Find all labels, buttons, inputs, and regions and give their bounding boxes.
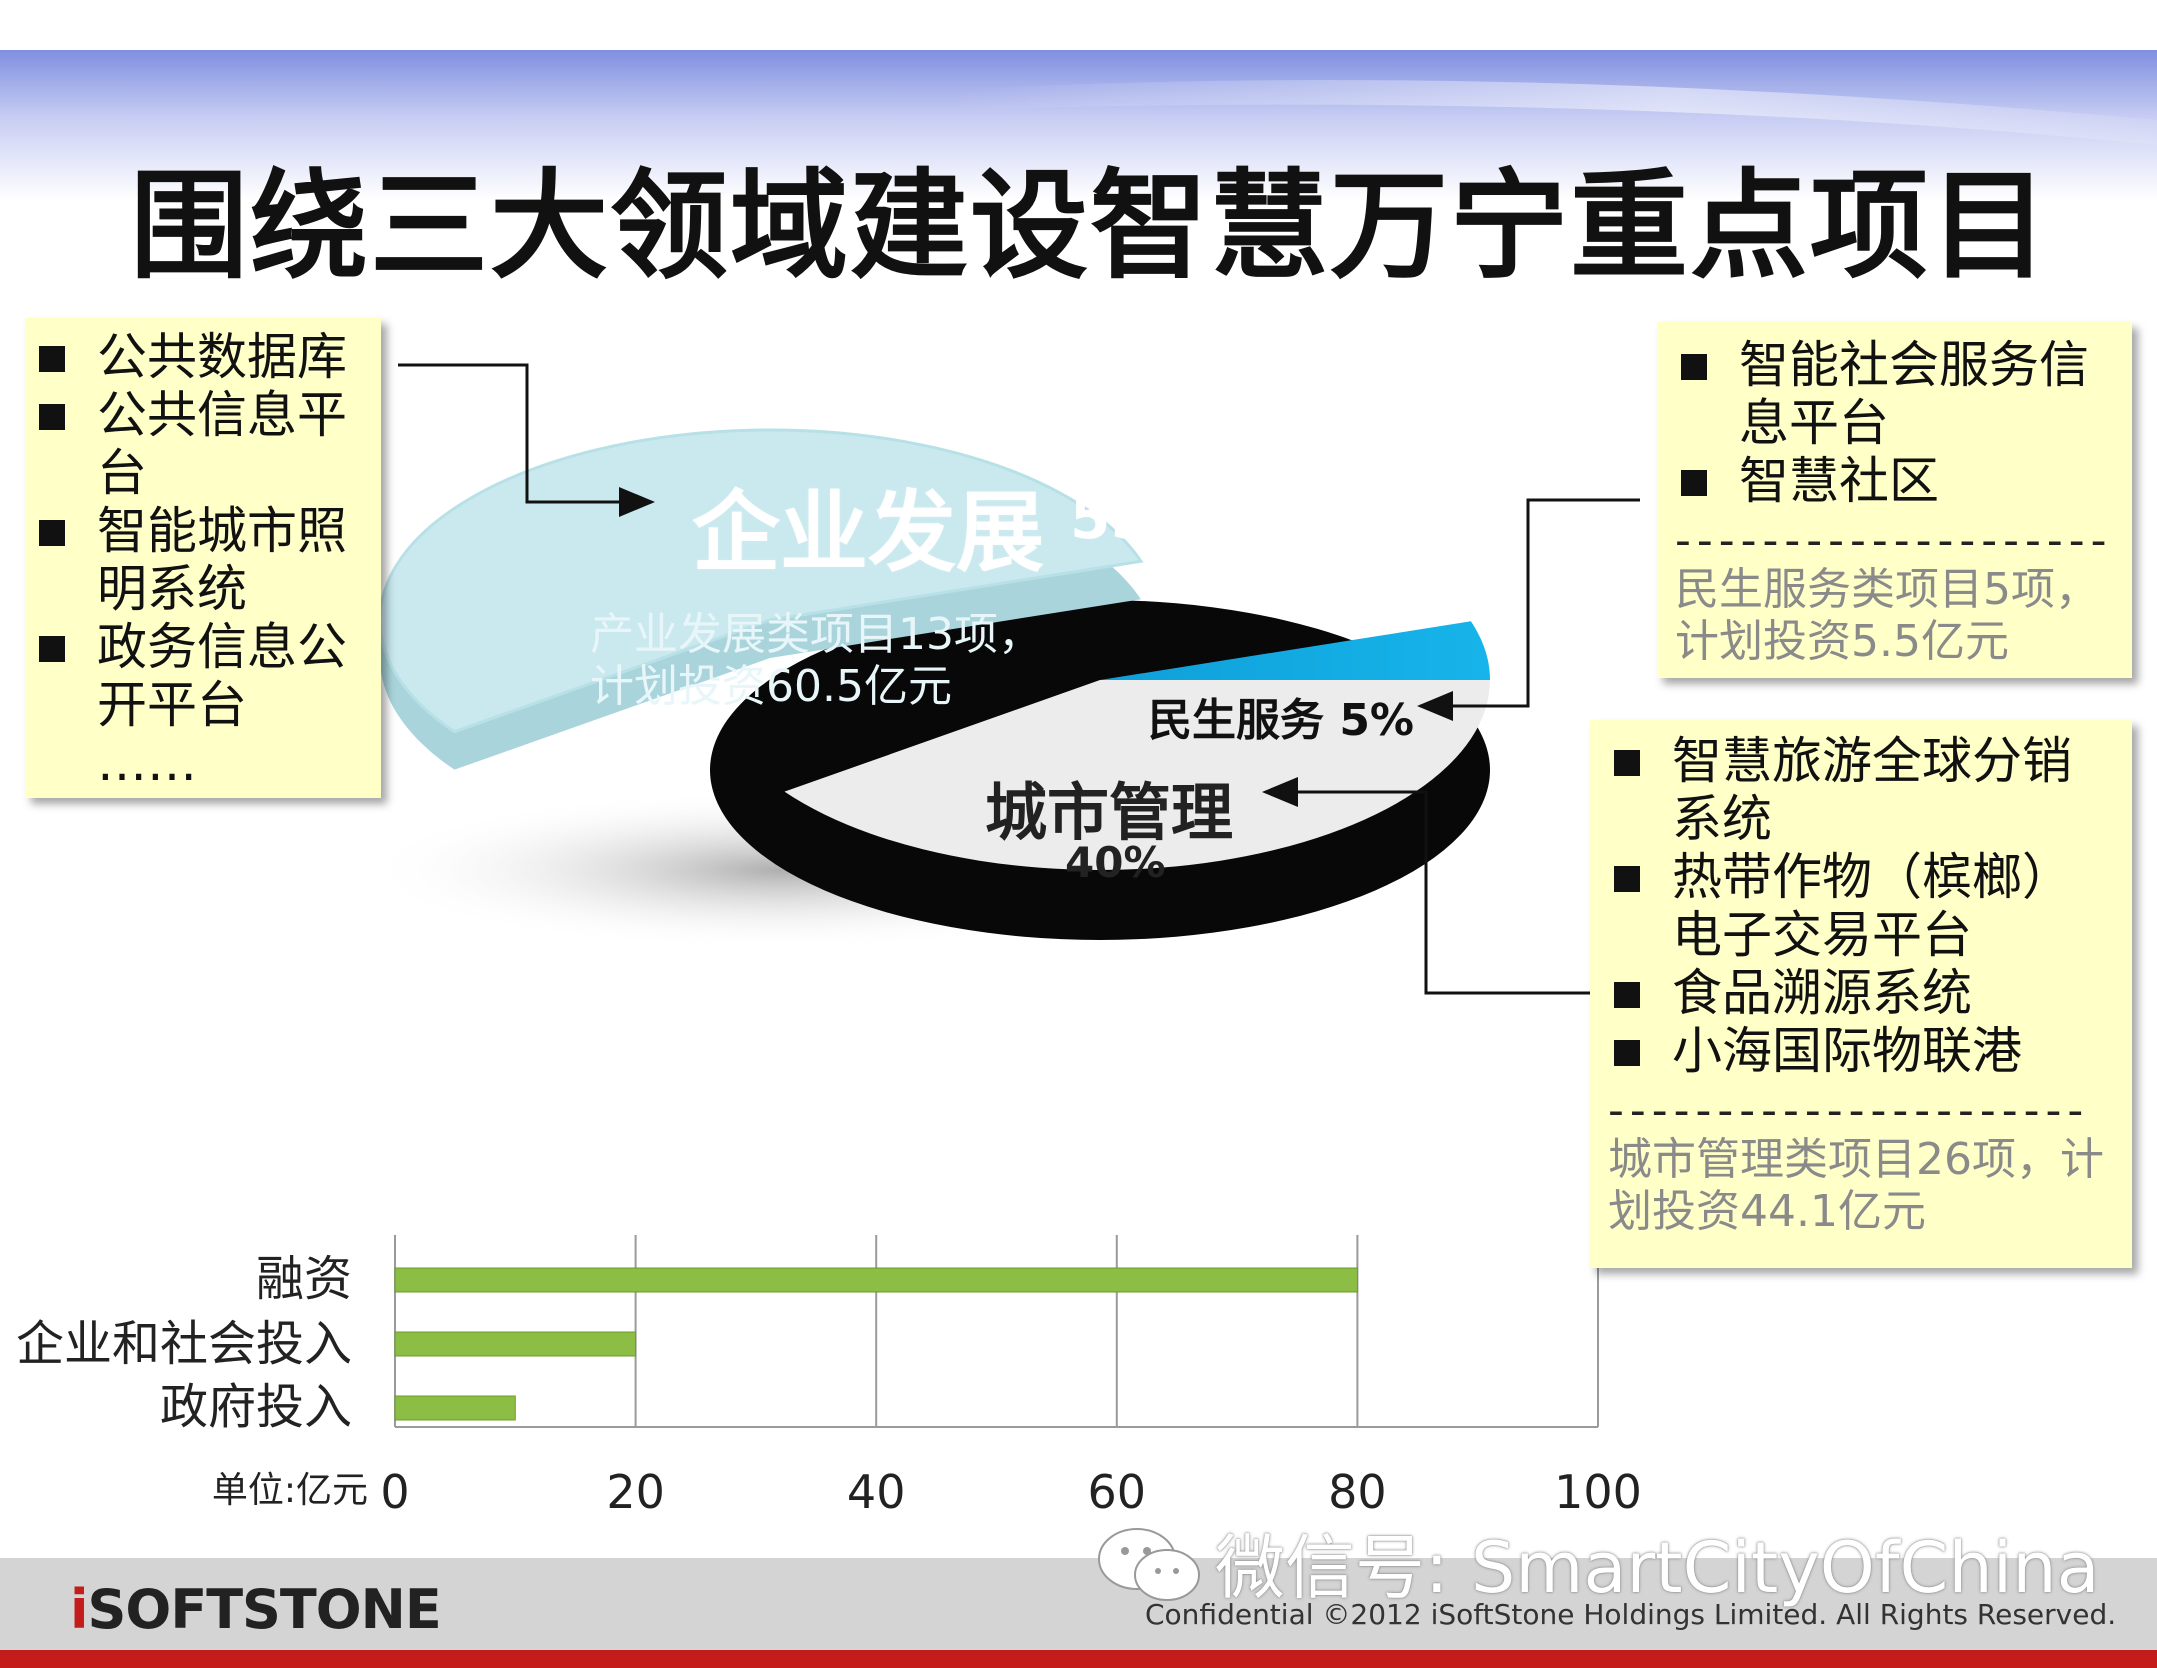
- bar-xtick-label: 0: [380, 1465, 409, 1519]
- connector-bottom-right: [1262, 777, 1590, 995]
- note-left: 公共数据库 公共信息平台 智能城市照明系统 政务信息公开平台……: [25, 318, 381, 798]
- note-bottom-right-divider: ----------------------: [1608, 1088, 2090, 1134]
- note-left-item: 智能城市照明系统: [33, 502, 373, 618]
- bar-xtick-label: 60: [1088, 1465, 1147, 1519]
- note-top-right-item: 智慧社区: [1675, 452, 2114, 510]
- bar-xtick-label: 100: [1554, 1465, 1642, 1519]
- note-left-item: 公共数据库: [33, 328, 373, 386]
- pie-label-city-name: 城市管理: [985, 776, 1234, 849]
- wechat-icon: [1098, 1528, 1200, 1601]
- connector-left: [398, 363, 655, 517]
- note-top-right: 智能社会服务信息平台 智慧社区 -------------------- 民生服务…: [1657, 322, 2132, 678]
- bar-xlabel: 单位:亿元: [212, 1470, 368, 1511]
- logo-i: i: [70, 1578, 88, 1641]
- pie-slice-livelihood: [1100, 621, 1490, 680]
- bar-xtick-label: 40: [847, 1465, 906, 1519]
- note-left-item: 政务信息公开平台: [33, 618, 373, 734]
- note-top-right-divider: --------------------: [1675, 518, 2113, 564]
- note-bottom-right-item: 热带作物（槟榔）电子交易平台: [1608, 848, 2114, 964]
- note-top-right-item: 智能社会服务信息平台: [1675, 336, 2114, 452]
- pie-slice-city: [784, 680, 1490, 870]
- pie-label-city-pct: 40%: [1065, 838, 1166, 887]
- note-top-right-list: 智能社会服务信息平台 智慧社区: [1675, 336, 2114, 510]
- footer-red-stripe: [0, 1650, 2157, 1668]
- pie-label-enterprise-name: 企业发展: [692, 481, 1045, 584]
- connector-top-right: [1417, 498, 1640, 721]
- connector-lines: [398, 363, 1640, 995]
- page-title: 围绕三大领域建设智慧万宁重点项目: [130, 157, 2051, 295]
- pie-label-enterprise-desc-2: 计划投资60.5亿元: [590, 661, 952, 712]
- note-bottom-right-summary: 城市管理类项目26项，计划投资44.1亿元: [1608, 1134, 2104, 1237]
- note-bottom-right-item: 智慧旅游全球分销系统: [1608, 732, 2114, 848]
- note-left-ellipsis: ……: [97, 734, 197, 792]
- isoftstone-logo: iSOFTSTONE: [70, 1578, 442, 1641]
- note-bottom-right-item: 食品溯源系统: [1608, 964, 2114, 1022]
- bar-category-label: 融资: [256, 1251, 352, 1307]
- copyright-text: Confidential ©2012 iSoftStone Holdings L…: [1145, 1598, 2117, 1631]
- bar: [394, 1395, 516, 1421]
- note-left-list: 公共数据库 公共信息平台 智能城市照明系统 政务信息公开平台……: [33, 328, 373, 792]
- bar-xtick-label: 20: [606, 1465, 665, 1519]
- header-banner: [0, 50, 2157, 200]
- note-bottom-right-list: 智慧旅游全球分销系统 热带作物（槟榔）电子交易平台 食品溯源系统 小海国际物联港: [1608, 732, 2114, 1080]
- bar-category-label: 政府投入: [160, 1379, 352, 1435]
- note-bottom-right: 智慧旅游全球分销系统 热带作物（槟榔）电子交易平台 食品溯源系统 小海国际物联港 --…: [1590, 720, 2132, 1268]
- pie-slice-enterprise: [378, 428, 1144, 734]
- pie-label-enterprise-pct: 55%: [1070, 484, 1209, 552]
- wechat-watermark: 微信号: SmartCityOfChina: [1215, 1527, 2100, 1609]
- note-top-right-summary: 民生服务类项目5项，计划投资5.5亿元: [1675, 564, 2099, 667]
- note-left-item: 公共信息平台: [33, 386, 373, 502]
- bar: [394, 1267, 1358, 1293]
- bar-category-label: 企业和社会投入: [16, 1316, 352, 1372]
- pie-chart: [360, 428, 1490, 950]
- pie-label-enterprise-desc-1: 产业发展类项目13项，: [590, 609, 1042, 660]
- bar: [394, 1331, 637, 1357]
- footer-bar: [0, 1558, 2157, 1650]
- pie-label-livelihood: 民生服务 5%: [1148, 695, 1415, 746]
- logo-text: SOFTSTONE: [87, 1578, 442, 1641]
- bar-xtick-label: 80: [1328, 1465, 1387, 1519]
- note-bottom-right-item: 小海国际物联港: [1608, 1022, 2114, 1080]
